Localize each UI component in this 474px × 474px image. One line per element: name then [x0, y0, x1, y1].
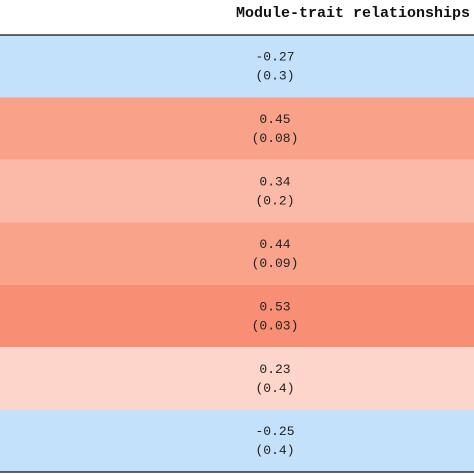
- cell-value: 0.44: [259, 237, 290, 252]
- cell-pvalue: (0.03): [252, 318, 299, 333]
- cell-pvalue: (0.4): [255, 443, 294, 458]
- cell-value: -0.27: [255, 50, 294, 65]
- cell-pvalue: (0.2): [255, 194, 294, 209]
- heatmap-cell: [0, 159, 474, 223]
- cell-value: -0.25: [255, 424, 294, 439]
- heatmap-cell: [0, 97, 474, 160]
- cell-value: 0.23: [259, 362, 290, 377]
- heatmap-cell: [0, 222, 474, 285]
- cell-pvalue: (0.09): [252, 256, 299, 271]
- heatmap-cell: [0, 35, 474, 98]
- heatmap-cell: [0, 347, 474, 410]
- cell-pvalue: (0.4): [255, 381, 294, 396]
- heatmap-cell: [0, 409, 474, 472]
- chart-title: Module-trait relationships: [236, 5, 470, 22]
- cell-value: 0.53: [259, 299, 290, 314]
- cell-pvalue: (0.08): [252, 131, 299, 146]
- cell-value: 0.45: [259, 112, 290, 127]
- cell-pvalue: (0.3): [255, 69, 294, 84]
- heatmap-cell: [0, 284, 474, 348]
- cell-value: 0.34: [259, 175, 290, 190]
